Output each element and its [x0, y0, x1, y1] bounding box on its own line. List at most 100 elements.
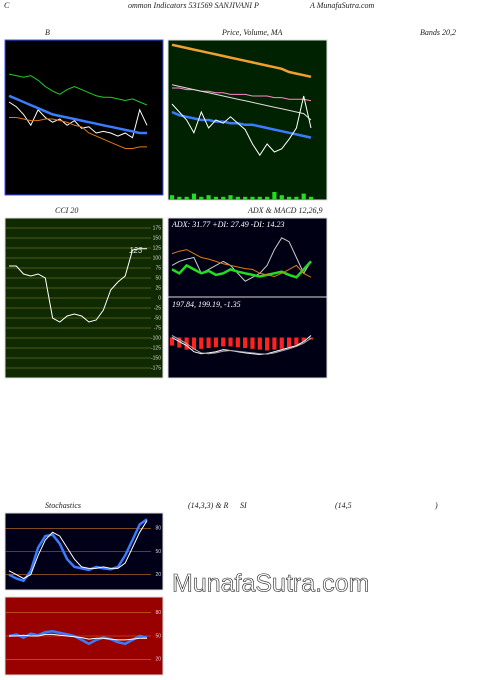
series-line	[171, 43, 312, 79]
panel-title: Price, Volume, MA	[221, 28, 283, 37]
bar	[199, 337, 204, 349]
bar	[243, 337, 248, 349]
panel: 80 50 20	[4, 512, 164, 591]
bar	[169, 337, 175, 346]
panel-title: CCI 20	[55, 206, 78, 215]
bar	[199, 196, 204, 200]
series-line	[8, 94, 147, 135]
y-tick-label: -50	[154, 315, 161, 321]
panel: 80 50 20	[4, 596, 164, 676]
panel-background	[4, 39, 164, 196]
bar	[213, 196, 218, 200]
series-line	[171, 249, 312, 278]
bar	[265, 337, 270, 351]
bar	[191, 193, 197, 200]
bar	[301, 337, 306, 342]
y-tick-label: 150	[153, 235, 162, 241]
bar	[294, 196, 299, 200]
bar	[286, 337, 292, 348]
bar	[250, 196, 255, 200]
bar	[243, 196, 248, 200]
panel-background	[167, 217, 328, 298]
series-line	[8, 520, 148, 580]
y-tick-label: 80	[155, 610, 161, 616]
bar	[228, 195, 233, 200]
series-line	[9, 117, 147, 149]
bar	[228, 337, 233, 347]
y-tick-label: -125	[151, 345, 161, 351]
annotation: SI	[240, 501, 247, 510]
series-line	[8, 101, 148, 139]
series-line	[9, 248, 147, 323]
panel	[167, 217, 328, 298]
bar	[272, 192, 277, 200]
panel	[167, 39, 328, 201]
bar	[308, 196, 314, 200]
bar	[221, 196, 226, 200]
series-line	[171, 237, 312, 282]
series-line	[171, 260, 312, 279]
y-tick-label: 125	[153, 245, 162, 251]
annotation: (14,3,3) & R	[188, 501, 229, 510]
bar	[279, 337, 284, 349]
y-tick-label: 50	[155, 633, 161, 639]
bar	[235, 196, 240, 200]
y-tick-label: -75	[154, 325, 161, 331]
y-tick-label: -150	[151, 355, 161, 361]
y-tick-label: 0	[158, 295, 161, 301]
series-line	[8, 73, 148, 106]
bar	[265, 196, 270, 200]
watermark: MunafaSutra.com	[172, 570, 369, 598]
y-tick-label: -100	[151, 335, 161, 341]
series-line	[171, 84, 312, 121]
panel	[4, 39, 164, 196]
bar	[286, 196, 292, 200]
y-tick-label: 20	[155, 572, 161, 578]
series-line	[9, 633, 147, 641]
bar	[279, 195, 284, 200]
annotation: 197.84, 199.19, -1.35	[172, 300, 241, 309]
bar	[301, 193, 306, 200]
bar	[235, 337, 240, 348]
y-tick-label: 50	[155, 275, 161, 281]
bar	[169, 195, 175, 200]
bar	[177, 337, 182, 348]
bar	[191, 337, 197, 350]
header-text: C	[4, 1, 10, 10]
header-text: ommon Indicators 531569 SANJIVANI P	[128, 1, 259, 10]
y-tick-label: 100	[153, 255, 162, 261]
y-tick-label: 175	[153, 225, 162, 231]
bar	[206, 337, 211, 349]
bar	[257, 337, 262, 350]
y-tick-label: 20	[155, 657, 161, 663]
series-line	[171, 335, 312, 355]
panel-title: ADX & MACD 12,26,9	[247, 206, 322, 215]
header-text: A MunafaSutra.com	[309, 1, 375, 10]
panel-background	[167, 39, 328, 201]
y-tick-label: 80	[155, 526, 161, 532]
series-line	[8, 630, 148, 646]
annotation: ADX: 31.77 +DI: 27.49 -DI: 14.23	[171, 220, 285, 229]
panel: 175 150 125 100 75 50 25 0 -25 -50 -75 -100 -125 -150…	[4, 217, 164, 379]
panel-subtitle: Bands 20,2	[420, 28, 456, 37]
y-tick-label: 75	[155, 265, 161, 271]
y-tick-label: 50	[155, 549, 161, 555]
panel-title: B	[45, 28, 50, 37]
bar	[250, 337, 255, 349]
series-line	[171, 335, 312, 356]
bar	[184, 196, 189, 200]
bar	[294, 337, 299, 345]
bar	[206, 195, 211, 200]
bar	[213, 337, 218, 348]
series-line	[8, 518, 148, 583]
panel-title: Stochastics	[45, 501, 81, 510]
bar	[272, 337, 277, 350]
panel	[167, 296, 328, 379]
bar	[177, 196, 182, 200]
bar	[221, 337, 226, 347]
annotation: )	[434, 501, 438, 510]
data-label: 123	[129, 246, 143, 255]
y-tick-label: -175	[151, 365, 161, 371]
bar	[257, 196, 262, 200]
